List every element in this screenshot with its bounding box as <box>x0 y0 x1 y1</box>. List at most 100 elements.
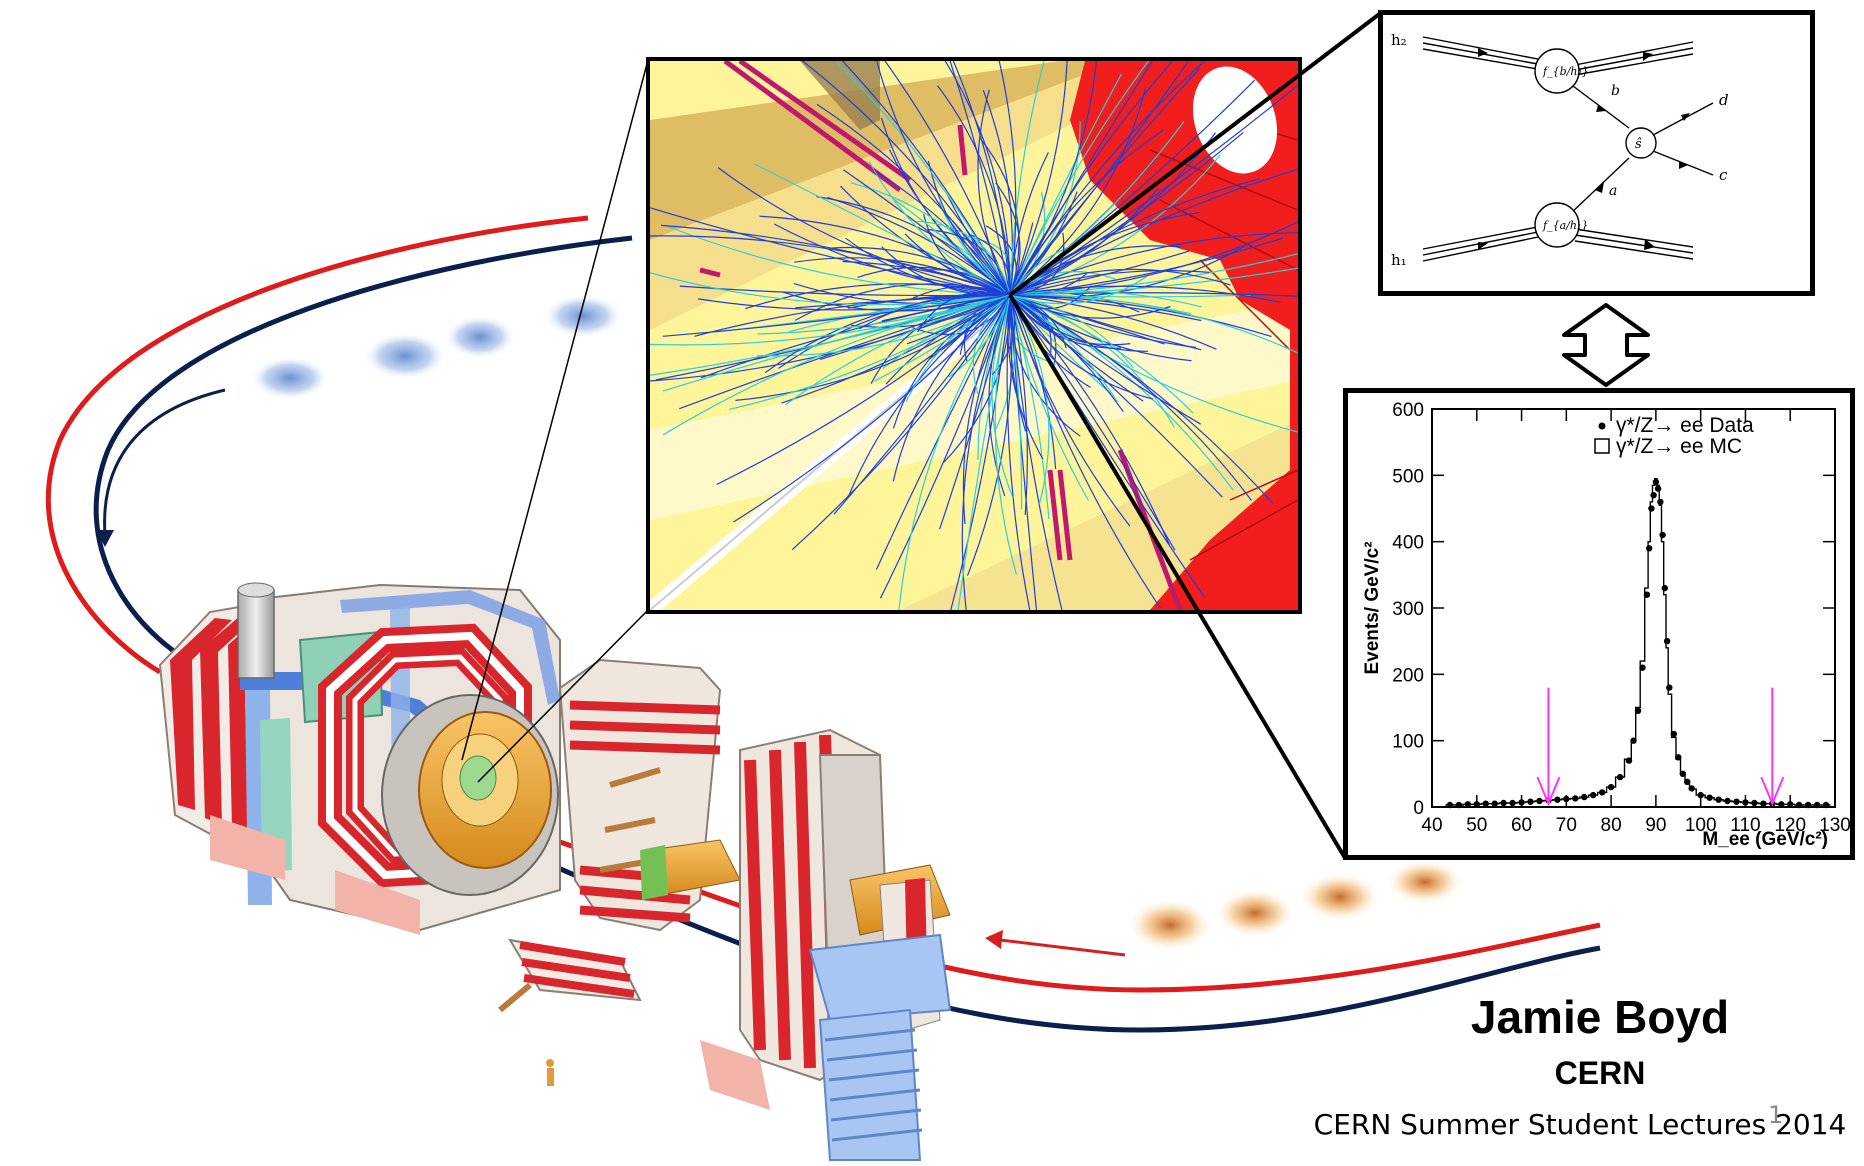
particle-track <box>1009 131 1244 296</box>
particle-track <box>873 294 1011 382</box>
particle-track <box>857 266 1011 296</box>
particle-track <box>1009 61 1154 296</box>
particle-track <box>885 294 1011 385</box>
particle-track <box>1009 285 1281 303</box>
label-a: a <box>1609 183 1617 199</box>
particle-track <box>1009 294 1118 403</box>
label-c: c <box>1719 166 1728 184</box>
particle-track <box>1009 222 1034 296</box>
particle-track <box>1009 61 1150 296</box>
particle-track <box>1009 290 1202 308</box>
particle-track <box>1009 267 1298 296</box>
particle-track <box>1009 294 1273 504</box>
label-shat: ŝ <box>1635 137 1642 152</box>
data-point <box>1652 478 1660 486</box>
particle-track <box>1009 294 1050 520</box>
y-tick-label: 0 <box>1413 798 1424 819</box>
mass-window-arrowhead <box>1536 776 1561 807</box>
particle-track <box>733 294 1011 523</box>
y-tick-label: 300 <box>1392 599 1424 620</box>
label-pdf-top: f_{b/h₂} <box>1542 65 1589 78</box>
particle-track <box>791 294 1011 551</box>
particle-track <box>650 294 1011 376</box>
particle-track <box>1009 253 1298 296</box>
correspondence-arrow <box>1562 303 1650 387</box>
particle-track <box>1009 168 1298 296</box>
particle-track <box>1009 61 1206 296</box>
y-axis-label: Events/ GeV/c² <box>1362 541 1383 674</box>
y-tick-label: 200 <box>1392 665 1424 686</box>
access-platform <box>808 933 952 1161</box>
data-point <box>1654 485 1662 492</box>
event-display-frame <box>646 57 1302 614</box>
particle-track <box>788 294 1011 333</box>
particle-track <box>1009 294 1176 551</box>
particle-track <box>892 294 1011 482</box>
particle-track <box>898 294 1011 610</box>
lecture-series: CERN Summer Student Lectures 2014 <box>1313 1108 1847 1141</box>
particle-track <box>871 168 1011 296</box>
particle-track <box>1009 61 1174 296</box>
x-tick-label: 90 <box>1645 815 1666 836</box>
particle-track <box>1008 294 1027 432</box>
particle-track <box>1009 294 1202 322</box>
proton-bunches-orange <box>1128 860 1463 951</box>
particle-track <box>998 61 1017 296</box>
particle-track <box>977 89 1011 296</box>
particle-track <box>1009 294 1028 516</box>
x-tick-label: 80 <box>1601 815 1622 836</box>
data-point <box>1648 505 1655 512</box>
data-point <box>1657 498 1664 506</box>
particle-track <box>759 215 1011 296</box>
particle-track <box>1009 61 1068 296</box>
particle-track <box>1009 275 1148 305</box>
detector-drawing <box>158 582 952 1161</box>
x-tick-label: 50 <box>1466 815 1487 836</box>
particle-track <box>665 224 1011 296</box>
particle-track <box>716 294 1011 486</box>
beam-direction-arrow-left <box>96 388 226 547</box>
feynman-diagram: h₂ h₁ f_{b/h₂} f_{a/h₁} b a ŝ d c <box>1391 31 1729 269</box>
particle-track <box>994 294 1017 575</box>
particle-track <box>876 61 1011 296</box>
label-d: d <box>1719 91 1729 109</box>
particle-track <box>962 294 1011 525</box>
particle-track <box>1009 270 1210 296</box>
particle-track <box>662 294 1011 436</box>
particle-track <box>917 291 1011 333</box>
particle-track <box>917 220 1011 296</box>
data-point <box>1646 545 1653 552</box>
label-h1: h₁ <box>1391 251 1407 269</box>
zoom-connector-lines <box>461 59 649 783</box>
particle-track <box>1009 294 1161 609</box>
particle-track <box>650 207 1011 296</box>
particle-track <box>1009 294 1175 428</box>
particle-track <box>1009 294 1165 345</box>
x-axis-label: M_ee (GeV/c²) <box>1702 829 1828 850</box>
particle-track <box>794 257 1011 296</box>
particle-track <box>923 214 1011 296</box>
particle-track <box>757 294 1011 357</box>
particle-track <box>1009 294 1124 413</box>
particle-track <box>1009 294 1134 369</box>
particle-track <box>1009 61 1190 296</box>
particle-track <box>1009 294 1170 545</box>
particle-track <box>694 294 1011 337</box>
data-point <box>1650 492 1657 499</box>
particle-track <box>991 294 1014 499</box>
particle-track <box>858 293 1011 330</box>
particle-track <box>835 61 1011 296</box>
plot-frame <box>1431 408 1836 808</box>
particle-track <box>937 85 1011 296</box>
particle-track <box>959 294 1011 355</box>
label-b: b <box>1611 83 1620 99</box>
data-point <box>1661 584 1668 592</box>
y-tick-label: 600 <box>1392 400 1424 421</box>
label-h2: h₂ <box>1391 31 1407 49</box>
slide-number: 1 <box>1768 1101 1784 1129</box>
event-display-panel <box>650 61 1298 610</box>
particle-track <box>717 167 1011 296</box>
legend: γ*/Z→ ee Data γ*/Z→ ee MC <box>1594 414 1754 458</box>
particle-track <box>884 61 1011 296</box>
